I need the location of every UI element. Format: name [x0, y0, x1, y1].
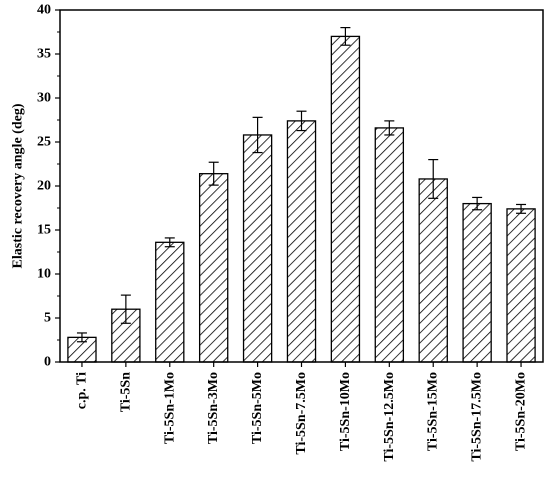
y-axis-label: Elastic recovery angle (deg) — [11, 103, 26, 268]
x-tick-label: Ti-5Sn — [118, 372, 133, 412]
y-tick-label: 40 — [37, 3, 51, 18]
error-bar-10 — [472, 196, 483, 211]
y-tick-label: 30 — [37, 91, 51, 106]
x-tick-label: Ti-5Sn-12.5Mo — [382, 372, 397, 462]
x-tick-label: Ti-5Sn-17.5Mo — [470, 372, 485, 462]
y-tick-label: 5 — [44, 311, 51, 326]
error-bar-1 — [76, 332, 87, 343]
y-tick-label: 20 — [37, 179, 51, 194]
x-tick-label: Ti-5Sn-1Mo — [162, 372, 177, 444]
error-bar-8 — [384, 120, 395, 136]
error-bar-3 — [164, 237, 175, 248]
error-bar-2 — [120, 294, 131, 324]
bar-7 — [330, 35, 361, 363]
x-tick-label: Ti-5Sn-5Mo — [250, 372, 265, 444]
y-tick-label: 25 — [37, 135, 51, 150]
y-tick-label: 35 — [37, 47, 51, 62]
x-axis: c.p. Ti Ti-5Sn Ti-5Sn-1Mo Ti-5Sn-3Mo Ti-5Sn-… — [74, 362, 529, 462]
y-tick-label: 10 — [37, 267, 51, 282]
bars-layer — [67, 35, 536, 363]
bar-6 — [286, 120, 317, 363]
error-bar-5 — [252, 116, 263, 154]
x-tick-label: Ti-5Sn-7.5Mo — [294, 372, 309, 455]
x-tick-label: Ti-5Sn-15Mo — [426, 372, 441, 451]
y-tick-label: 0 — [44, 355, 51, 370]
error-bar-11 — [516, 203, 527, 214]
error-bar-4 — [208, 161, 219, 186]
bar-10 — [462, 202, 492, 363]
x-tick-label: Ti-5Sn-20Mo — [514, 372, 529, 451]
bar-11 — [506, 208, 536, 363]
error-bars-layer — [76, 27, 527, 343]
x-tick-label: Ti-5Sn-10Mo — [338, 372, 353, 451]
error-bar-7 — [340, 27, 351, 46]
bar-3 — [155, 241, 185, 363]
bar-9 — [418, 178, 448, 363]
x-tick-label: Ti-5Sn-3Mo — [206, 372, 221, 444]
error-bar-9 — [428, 159, 439, 199]
bar-5 — [242, 134, 273, 363]
error-bar-6 — [296, 110, 307, 132]
y-tick-label: 15 — [37, 223, 51, 238]
y-axis: 0 5 10 15 20 25 30 35 40 — [37, 3, 60, 370]
bar-4 — [198, 173, 229, 363]
x-tick-label: c.p. Ti — [74, 372, 89, 409]
bar-8 — [374, 127, 405, 363]
